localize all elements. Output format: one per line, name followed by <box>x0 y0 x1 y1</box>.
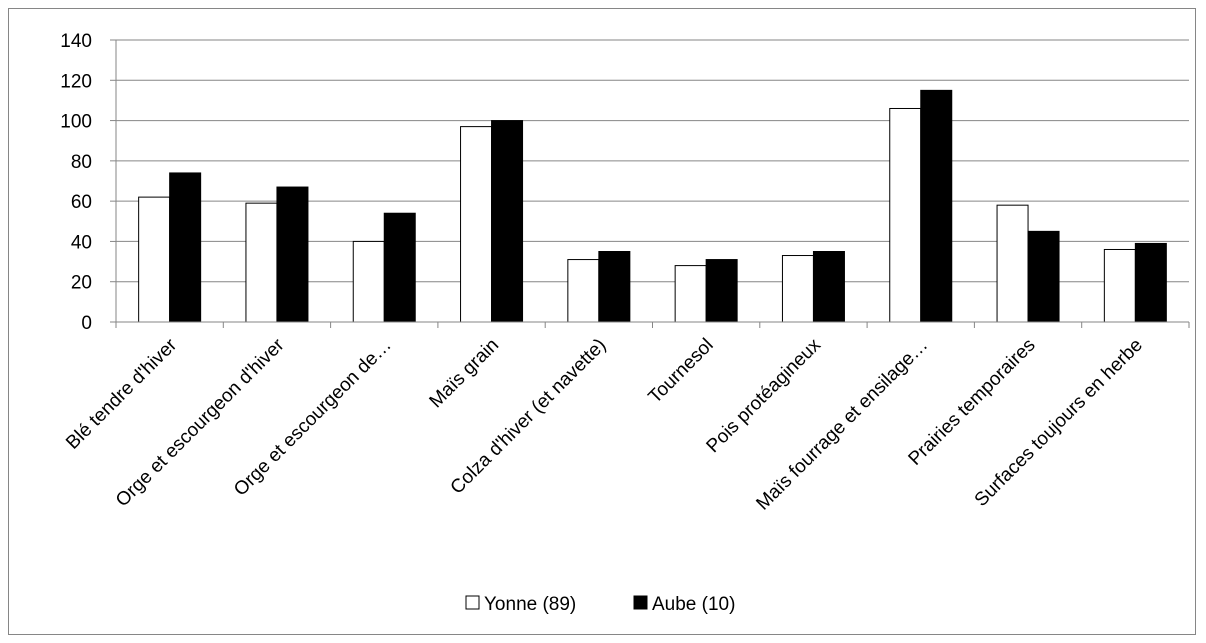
y-tick-label: 100 <box>60 112 92 133</box>
bar-yonne <box>889 107 922 323</box>
bars <box>138 89 1167 323</box>
bar-yonne <box>138 196 171 323</box>
bar-yonne <box>352 240 385 323</box>
y-tick-label: 40 <box>71 232 92 253</box>
y-tick-label: 0 <box>81 313 92 334</box>
x-category-label: Orge et escourgeon d'hiver <box>112 334 289 511</box>
bar-aube <box>705 259 738 323</box>
bar-yonne <box>996 204 1029 323</box>
y-tick-label: 20 <box>71 273 92 294</box>
bar-aube <box>1027 230 1060 323</box>
x-category-label: Blé tendre d'hiver <box>62 334 181 453</box>
x-category-label: Maïs fourrage et ensilage… <box>752 335 932 515</box>
y-axis: 0 20 40 60 80 100 120 140 <box>60 31 117 334</box>
legend: Yonne (89) Aube (10) <box>465 594 735 615</box>
x-category-label: Pois protéagineux <box>703 334 826 457</box>
x-category-label: Maïs grain <box>426 335 504 413</box>
bar-aube <box>276 186 309 323</box>
bar-yonne <box>567 259 600 323</box>
bar-yonne <box>1103 248 1136 323</box>
bar-aube <box>383 212 416 323</box>
legend-swatch-aube <box>633 595 648 610</box>
bar-aube <box>598 251 631 323</box>
bar-yonne <box>460 126 493 323</box>
x-category-label: Tournesol <box>645 335 718 408</box>
bar-aube <box>812 251 845 323</box>
bar-yonne <box>674 265 707 323</box>
bar-aube <box>1134 242 1167 323</box>
bar-aube <box>920 89 953 323</box>
legend-label-aube: Aube (10) <box>652 594 735 615</box>
bar-aube <box>491 120 524 323</box>
bar-yonne <box>245 202 278 323</box>
y-tick-label: 120 <box>60 71 92 92</box>
y-tick-label: 60 <box>71 192 92 213</box>
legend-label-yonne: Yonne (89) <box>484 594 576 615</box>
bar-aube <box>169 172 202 323</box>
legend-swatch-yonne <box>465 595 480 610</box>
bar-yonne <box>781 255 814 323</box>
y-tick-label: 80 <box>71 152 92 173</box>
y-tick-label: 140 <box>60 31 92 52</box>
